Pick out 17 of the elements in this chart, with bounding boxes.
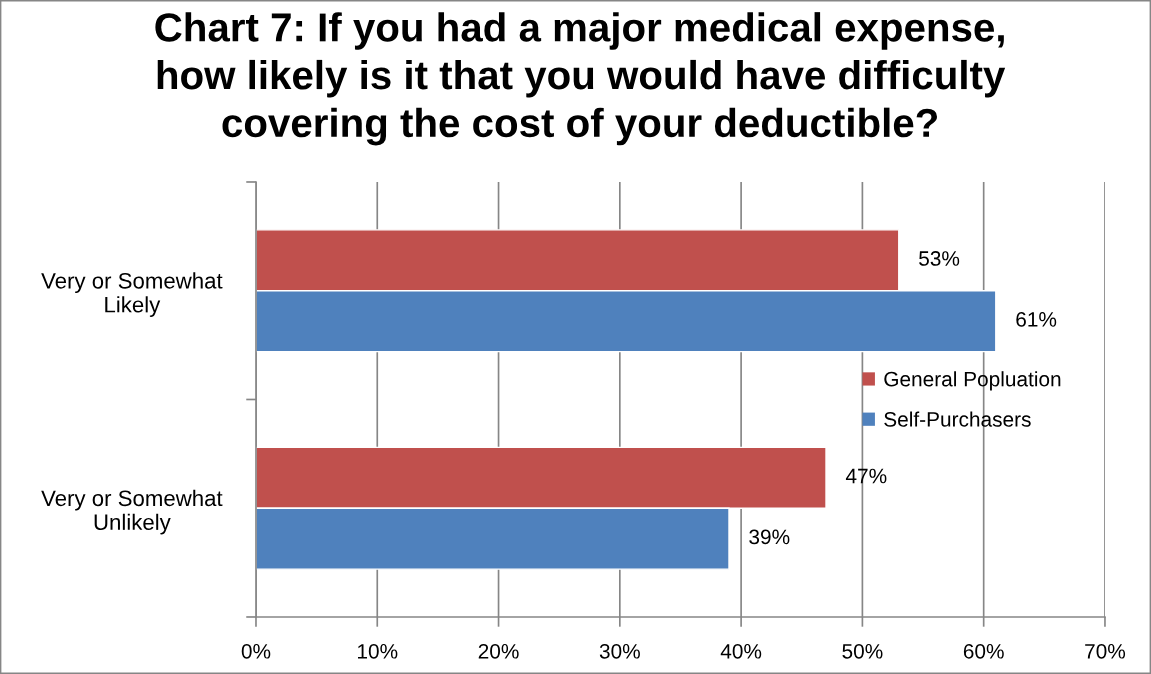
y-tick-label: Very or Somewhat Unlikely — [41, 489, 223, 535]
x-tick-label: 20% — [478, 643, 519, 659]
chart-title: Chart 7: If you had a major medical expense, how likely is it that you would have difficulty covering the cost of your deductible? — [155, 12, 1006, 146]
x-tick-label: 70% — [1085, 643, 1126, 659]
x-tick-label: 60% — [963, 643, 1004, 659]
data-label: 47% — [845, 468, 887, 484]
legend-label: General Popluation — [884, 371, 1061, 391]
x-tick-label: 30% — [599, 643, 640, 659]
x-tick-label: 50% — [842, 643, 883, 659]
y-tick-label: Very or Somewhat Likely — [41, 272, 223, 317]
x-tick-label: 10% — [358, 643, 398, 659]
x-tick-label: 0% — [241, 643, 271, 659]
data-label: 39% — [749, 529, 790, 545]
data-label: 61% — [1016, 312, 1057, 327]
legend-label: Self-Purchasers — [884, 411, 1031, 427]
data-label: 53% — [919, 251, 960, 266]
x-tick-label: 40% — [720, 643, 762, 659]
